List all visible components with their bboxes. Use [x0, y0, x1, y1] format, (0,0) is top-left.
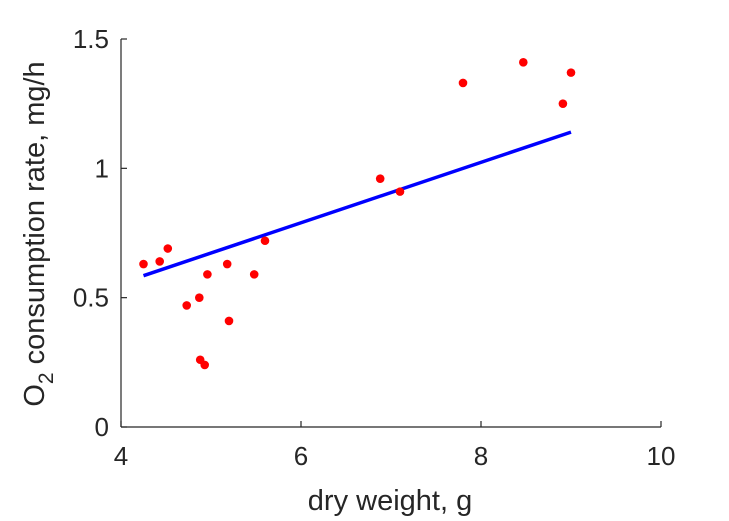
data-point: [163, 244, 173, 253]
x-axis-title: dry weight, g: [308, 485, 472, 517]
y-tick-label: 0: [95, 412, 109, 442]
x-tick-label: 4: [114, 441, 128, 471]
data-point: [200, 360, 209, 370]
y-axis-title: O2 consumption rate, mg/h: [19, 61, 58, 406]
regression-line: [142, 130, 572, 278]
y-tick-label: 0.5: [73, 283, 109, 313]
y-tick-label: 1.5: [73, 24, 109, 54]
x-tick-label: 6: [294, 441, 308, 471]
y-axis-ticks: 0 0.5 1 1.5: [73, 24, 127, 442]
y-axis-title-prefix: O: [19, 384, 51, 407]
data-point: [139, 259, 148, 269]
data-point: [195, 293, 204, 302]
data-point: [249, 270, 259, 279]
data-point: [519, 57, 528, 67]
data-point: [203, 270, 212, 279]
x-tick-label: 10: [647, 441, 676, 471]
x-axis-ticks: 4 6 8 10: [114, 421, 676, 471]
axes: [120, 39, 661, 428]
data-point: [375, 174, 385, 183]
plot-area: [139, 57, 576, 370]
data-point: [558, 99, 568, 108]
x-tick-label: 8: [474, 441, 488, 471]
data-point: [260, 236, 270, 246]
data-point: [458, 78, 468, 88]
y-axis-title-subscript: 2: [35, 372, 58, 384]
data-point: [224, 316, 234, 326]
data-point: [182, 301, 191, 310]
data-point: [222, 259, 232, 269]
y-axis-title-text: consumption rate, mg/h: [19, 61, 51, 372]
data-point: [155, 257, 164, 266]
data-point: [566, 68, 576, 77]
y-tick-label: 1: [95, 153, 109, 183]
data-point: [395, 187, 405, 196]
